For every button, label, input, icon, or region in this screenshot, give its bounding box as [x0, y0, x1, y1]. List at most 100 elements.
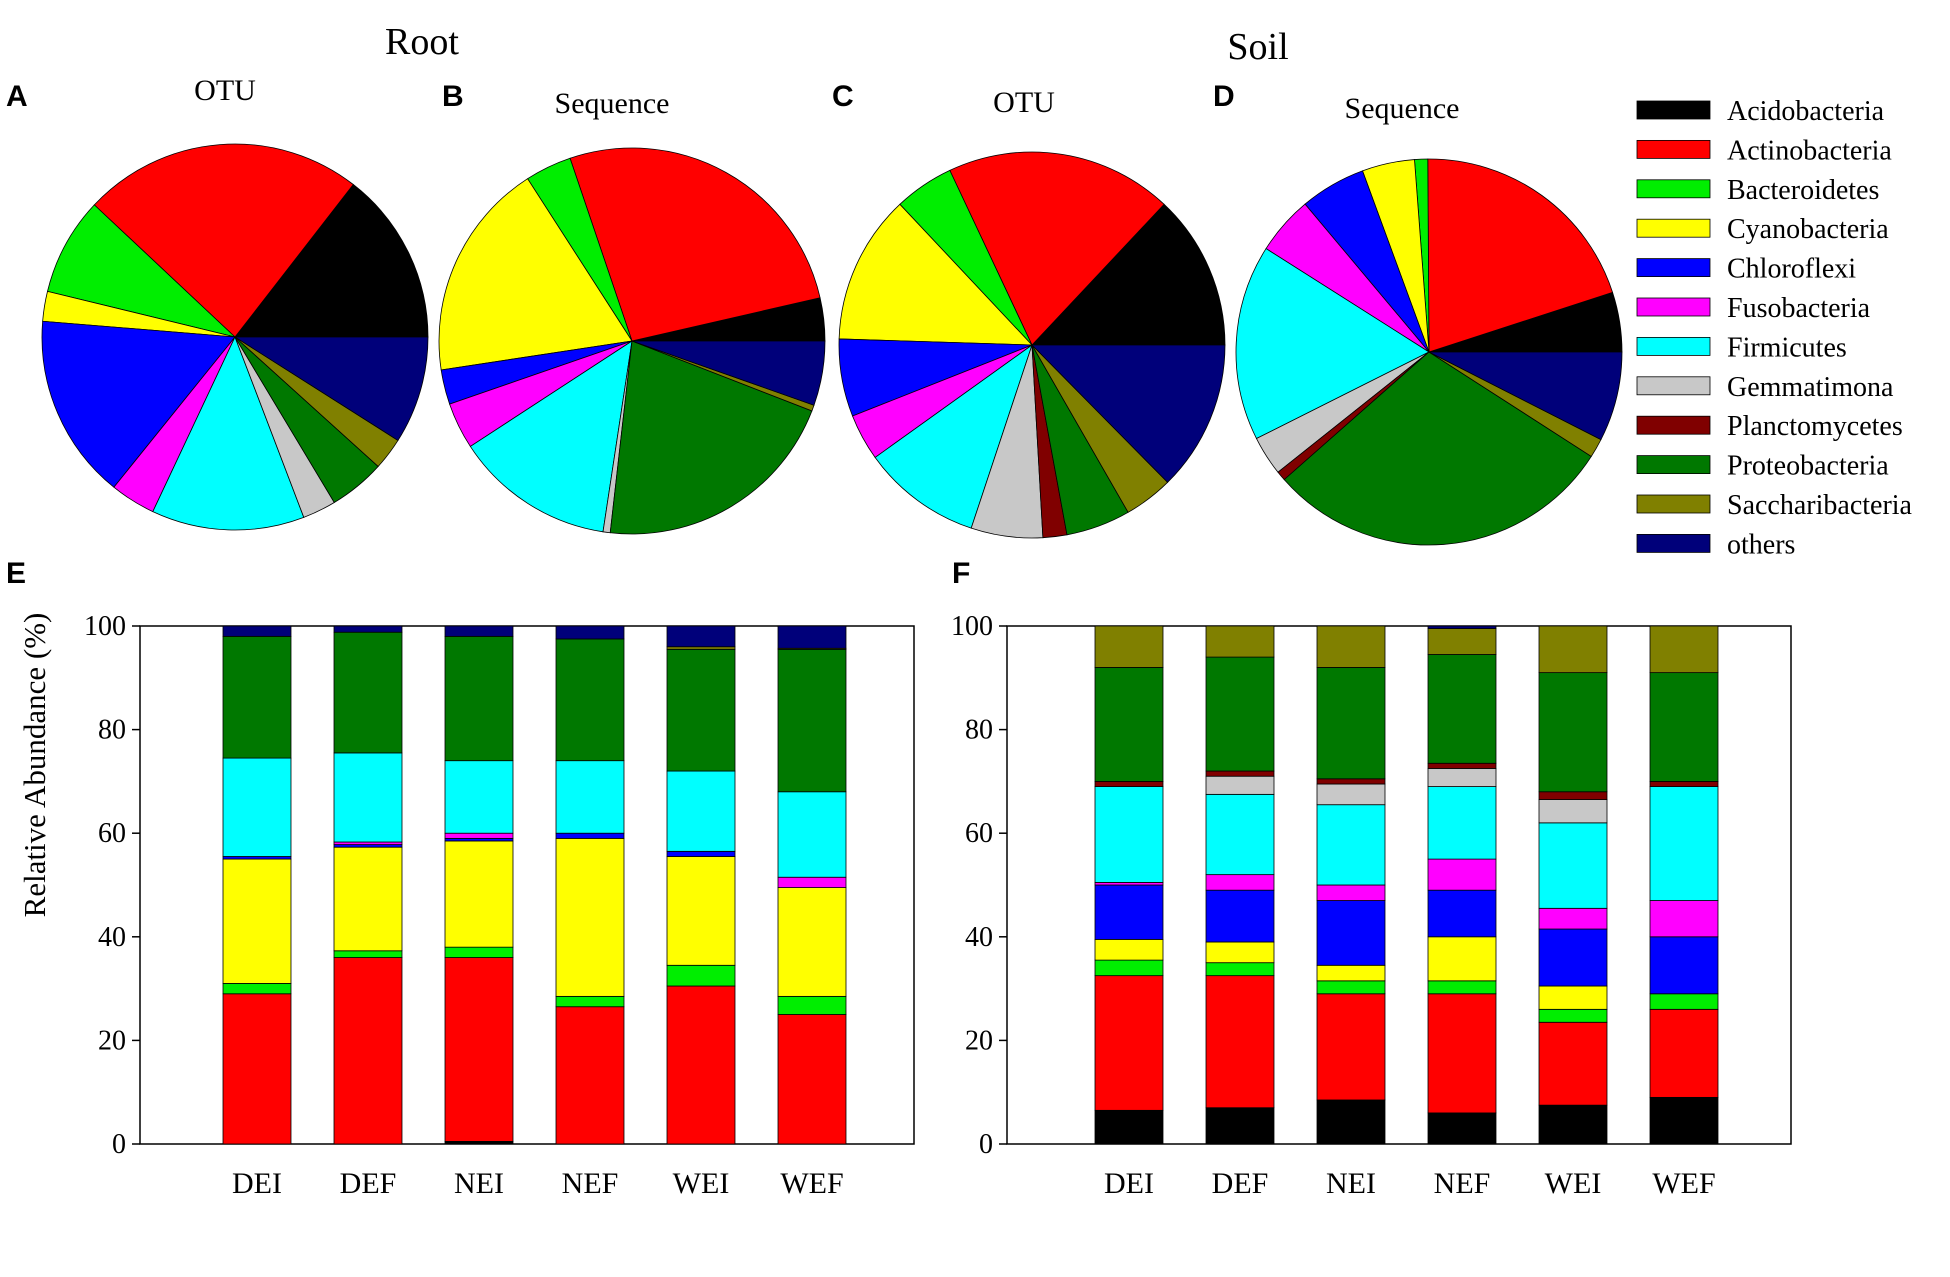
bar-segment-bacteroidetes-nei — [444, 946, 514, 958]
legend-swatch-gemmatimona — [1636, 376, 1711, 396]
bar-segment-proteobacteria-nef — [555, 638, 625, 762]
bar-segment-cyanobacteria-def — [333, 846, 403, 952]
bar-segment-actinobacteria-def — [1205, 975, 1275, 1109]
x-tick-label-wef: WEF — [1652, 1167, 1715, 1200]
panel-letter-d: D — [1213, 80, 1235, 113]
bar-segment-cyanobacteria-wei — [1538, 985, 1608, 1010]
bar-segment-fusobacteria-nef — [1427, 858, 1497, 891]
bar-segment-acidobacteria-wei — [1538, 1104, 1608, 1145]
bar-segment-proteobacteria-nei — [1316, 667, 1386, 780]
y-tick-label: 100 — [84, 611, 126, 642]
bar-segment-chloroflexi-wef — [1649, 936, 1719, 995]
title-root: Root — [385, 21, 459, 63]
bar-segment-actinobacteria-nei — [1316, 993, 1386, 1101]
bar-segment-others-wei — [666, 625, 736, 648]
legend-label-chloroflexi: Chloroflexi — [1727, 254, 1856, 285]
bar-segment-actinobacteria-wef — [777, 1014, 847, 1145]
bar-segment-bacteroidetes-wef — [777, 995, 847, 1015]
pie-slice-others — [1428, 351, 1623, 441]
bar-segment-proteobacteria-dei — [1094, 667, 1164, 782]
x-tick-label-nef: NEF — [562, 1167, 619, 1200]
x-tick-label-wef: WEF — [780, 1167, 843, 1200]
bar-segment-proteobacteria-wef — [777, 648, 847, 793]
bar-segment-cyanobacteria-nei — [444, 840, 514, 948]
panel-letter-a: A — [6, 80, 28, 113]
legend-label-firmicutes: Firmicutes — [1727, 332, 1847, 363]
bar-segment-bacteroidetes-nef — [555, 995, 625, 1008]
bar-segment-planctomycetes-nef — [1427, 762, 1497, 769]
bar-segment-bacteroidetes-dei — [1094, 959, 1164, 977]
bar-segment-proteobacteria-dei — [222, 635, 292, 759]
legend-label-proteobacteria: Proteobacteria — [1727, 451, 1889, 482]
x-tick-label-nei: NEI — [454, 1167, 504, 1200]
pie-slice-cyanobacteria — [838, 203, 1033, 346]
y-tick-label: 60 — [98, 818, 126, 849]
legend-swatch-chloroflexi — [1636, 258, 1711, 278]
pie-slice-actinobacteria — [1427, 158, 1614, 353]
bar-segment-firmicutes-dei — [1094, 786, 1164, 883]
bar-segment-actinobacteria-nef — [555, 1006, 625, 1145]
bar-segment-saccharibacteria-nef — [1427, 628, 1497, 655]
bar-segment-acidobacteria-nef — [1427, 1112, 1497, 1145]
pie-slice-chloroflexi — [41, 320, 236, 488]
bar-segment-fusobacteria-wei — [1538, 907, 1608, 930]
bar-segment-fusobacteria-nei — [1316, 884, 1386, 901]
legend-label-cyanobacteria: Cyanobacteria — [1727, 214, 1889, 245]
panel-letter-b: B — [442, 80, 464, 113]
bar-segment-saccharibacteria-dei — [1094, 625, 1164, 668]
bar-segment-proteobacteria-nei — [444, 635, 514, 762]
bar-segment-bacteroidetes-wei — [1538, 1008, 1608, 1023]
legend-label-gemmatimona: Gemmatimona — [1727, 372, 1894, 403]
bar-segment-fusobacteria-def — [1205, 874, 1275, 891]
pie-slice-actinobacteria — [949, 151, 1165, 346]
x-tick-label-dei: DEI — [1104, 1167, 1154, 1200]
plot-frame — [139, 625, 915, 1145]
pie-slice-others — [1031, 344, 1226, 483]
pie-slice-acidobacteria — [1031, 203, 1226, 346]
bar-segment-planctomycetes-wei — [1538, 791, 1608, 800]
bar-segment-proteobacteria-nef — [1427, 654, 1497, 764]
legend-label-others: others — [1727, 529, 1795, 560]
bar-segment-actinobacteria-wei — [666, 985, 736, 1145]
bar-segment-chloroflexi-wei — [1538, 928, 1608, 987]
bar-segment-proteobacteria-def — [1205, 656, 1275, 772]
bar-segment-bacteroidetes-dei — [222, 983, 292, 995]
legend-swatch-bacteroidetes — [1636, 179, 1711, 199]
bar-segment-saccharibacteria-wef — [1649, 625, 1719, 674]
pie-slice-acidobacteria — [234, 183, 429, 338]
y-tick-label: 80 — [98, 715, 126, 746]
bar-segment-bacteroidetes-def — [333, 950, 403, 958]
x-tick-label-nef: NEF — [1434, 1167, 1491, 1200]
pie-chart-soil-otu: OTU — [838, 86, 1226, 539]
pie-slice-actinobacteria — [93, 143, 354, 338]
bar-segment-chloroflexi-nef — [555, 832, 625, 839]
x-tick-label-wei: WEI — [1545, 1167, 1602, 1200]
pie-slice-actinobacteria — [569, 147, 821, 342]
bar-segment-chloroflexi-nei — [1316, 900, 1386, 966]
x-tick-label-dei: DEI — [232, 1167, 282, 1200]
bar-segment-others-nei — [444, 625, 514, 637]
bar-segment-actinobacteria-wei — [1538, 1021, 1608, 1106]
legend-swatch-others — [1636, 534, 1711, 553]
bar-segment-chloroflexi-def — [1205, 889, 1275, 943]
legend-label-saccharibacteria: Saccharibacteria — [1727, 490, 1913, 521]
legend-swatch-fusobacteria — [1636, 297, 1711, 317]
bar-segment-planctomycetes-def — [1205, 770, 1275, 777]
bar-segment-firmicutes-def — [1205, 793, 1275, 876]
bar-segment-others-nef — [1427, 625, 1497, 629]
bar-segment-saccharibacteria-wei — [1538, 625, 1608, 674]
panel-letter-e: E — [6, 557, 26, 590]
bar-segment-actinobacteria-nef — [1427, 993, 1497, 1114]
legend-label-planctomycetes: Planctomycetes — [1727, 411, 1903, 442]
pie-slice-cyanobacteria — [438, 178, 633, 371]
y-tick-label: 0 — [979, 1129, 993, 1160]
y-tick-label: 60 — [965, 818, 993, 849]
bar-segment-firmicutes-wef — [1649, 786, 1719, 901]
panel-letter-f: F — [952, 557, 970, 590]
pie-chart-root-sequence: Sequence — [438, 87, 826, 535]
bar-segment-fusobacteria-wef — [777, 876, 847, 888]
legend-label-bacteroidetes: Bacteroidetes — [1727, 175, 1879, 206]
bar-segment-firmicutes-def — [333, 752, 403, 843]
bar-segment-fusobacteria-nei — [444, 832, 514, 839]
